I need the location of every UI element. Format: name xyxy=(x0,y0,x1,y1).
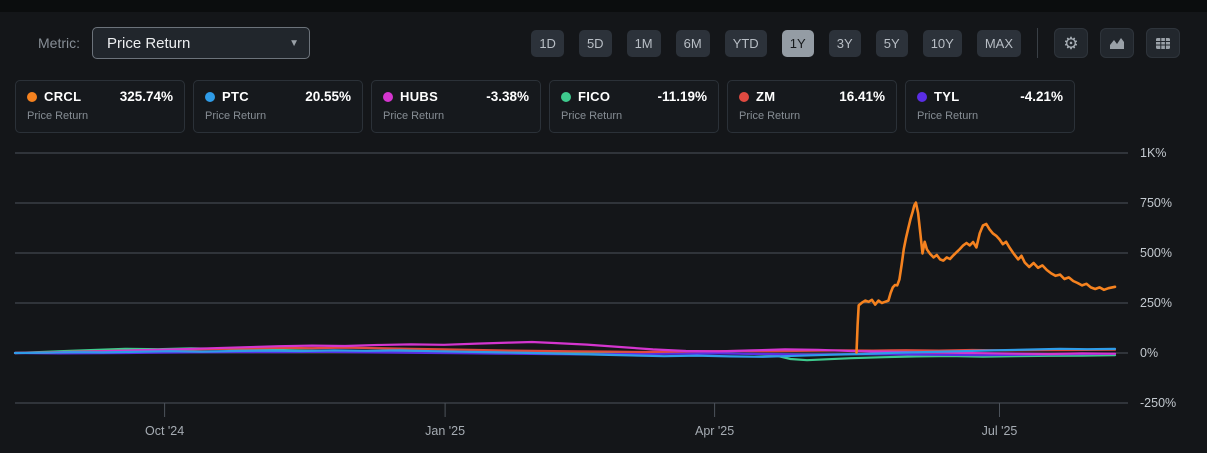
ticker-metric-label: Price Return xyxy=(739,110,801,122)
area-chart-icon xyxy=(1110,38,1124,49)
y-axis-label: 1K% xyxy=(1140,146,1166,160)
data-table-icon xyxy=(1156,37,1170,49)
ticker-return-value: -11.19% xyxy=(657,89,707,104)
ticker-return-value: 325.74% xyxy=(119,89,173,104)
y-axis-label: 750% xyxy=(1140,196,1172,210)
series-color-dot xyxy=(27,91,37,102)
ticker-symbol: ZM xyxy=(756,89,776,104)
series-color-dot xyxy=(561,91,571,102)
settings-gear-icon: ⚙ xyxy=(1063,33,1079,53)
range-6m-button[interactable]: 6M xyxy=(675,29,710,57)
chart-type-button[interactable] xyxy=(1100,28,1134,58)
ticker-card-tyl[interactable]: TYL -4.21% Price Return xyxy=(905,80,1075,133)
data-table-button[interactable] xyxy=(1146,28,1180,58)
metric-dropdown[interactable]: Price Return ▼ xyxy=(92,27,310,59)
ticker-metric-label: Price Return xyxy=(27,110,89,122)
range-ytd-button[interactable]: YTD xyxy=(724,29,767,57)
ticker-metric-label: Price Return xyxy=(383,110,445,122)
ticker-card-hubs[interactable]: HUBS -3.38% Price Return xyxy=(371,80,541,133)
ticker-symbol: FICO xyxy=(578,89,611,104)
chart-area: 1K% 750% 500% 250% 0% -250% Oct '24 Jan '25 Apr … xyxy=(0,140,1207,453)
range-5y-button[interactable]: 5Y xyxy=(875,29,908,57)
x-axis-label: Jan '25 xyxy=(425,424,465,438)
range-buttons: 1D 5D 1M 6M YTD 1Y 3Y 5Y 10Y MAX xyxy=(531,29,1021,57)
y-axis-label: 250% xyxy=(1140,296,1172,310)
range-max-button[interactable]: MAX xyxy=(976,29,1021,57)
ticker-return-value: 20.55% xyxy=(305,89,351,104)
ticker-return-value: 16.41% xyxy=(839,89,885,104)
ticker-metric-label: Price Return xyxy=(205,110,267,122)
series-color-dot xyxy=(383,91,393,102)
series-color-dot xyxy=(739,91,749,102)
range-5d-button[interactable]: 5D xyxy=(578,29,612,57)
settings-gear-button[interactable]: ⚙ xyxy=(1054,28,1088,58)
ticker-card-fico[interactable]: FICO -11.19% Price Return xyxy=(549,80,719,133)
ticker-cards: CRCL 325.74% Price Return PTC 20.55% Price Re… xyxy=(15,80,1075,133)
y-axis-label: 500% xyxy=(1140,246,1172,260)
toolbar-divider xyxy=(1037,28,1038,58)
y-axis-label: 0% xyxy=(1140,346,1158,360)
series-color-dot xyxy=(205,91,215,102)
x-axis-label: Oct '24 xyxy=(145,424,184,438)
chevron-down-icon: ▼ xyxy=(289,37,299,49)
ticker-card-ptc[interactable]: PTC 20.55% Price Return xyxy=(193,80,363,133)
range-1y-button[interactable]: 1Y xyxy=(781,29,814,57)
series-line-crcl xyxy=(855,201,1117,354)
ticker-symbol: PTC xyxy=(222,89,249,104)
ticker-metric-label: Price Return xyxy=(561,110,623,122)
top-window-strip xyxy=(0,0,1207,12)
y-axis-label: -250% xyxy=(1140,396,1176,410)
series-line-ptc xyxy=(13,347,1117,358)
series-color-dot xyxy=(917,91,927,102)
ticker-metric-label: Price Return xyxy=(917,110,979,122)
ticker-return-value: -4.21% xyxy=(1020,89,1063,104)
metric-label: Metric: xyxy=(38,35,80,51)
x-axis-label: Jul '25 xyxy=(982,424,1018,438)
price-return-chart[interactable]: 1K% 750% 500% 250% 0% -250% Oct '24 Jan '25 Apr … xyxy=(0,140,1207,453)
range-1d-button[interactable]: 1D xyxy=(531,29,564,57)
ticker-card-zm[interactable]: ZM 16.41% Price Return xyxy=(727,80,897,133)
ticker-symbol: HUBS xyxy=(400,89,439,104)
range-10y-button[interactable]: 10Y xyxy=(922,29,962,57)
x-axis-label: Apr '25 xyxy=(695,424,734,438)
range-3y-button[interactable]: 3Y xyxy=(828,29,861,57)
chart-toolbar: Metric: Price Return ▼ 1D 5D 1M 6M YTD 1Y 3Y 5Y… xyxy=(38,26,1180,60)
range-1m-button[interactable]: 1M xyxy=(626,29,661,57)
metric-dropdown-value: Price Return xyxy=(107,34,191,52)
ticker-card-crcl[interactable]: CRCL 325.74% Price Return xyxy=(15,80,185,133)
ticker-return-value: -3.38% xyxy=(486,89,529,104)
ticker-symbol: CRCL xyxy=(44,89,82,104)
ticker-symbol: TYL xyxy=(934,89,960,104)
